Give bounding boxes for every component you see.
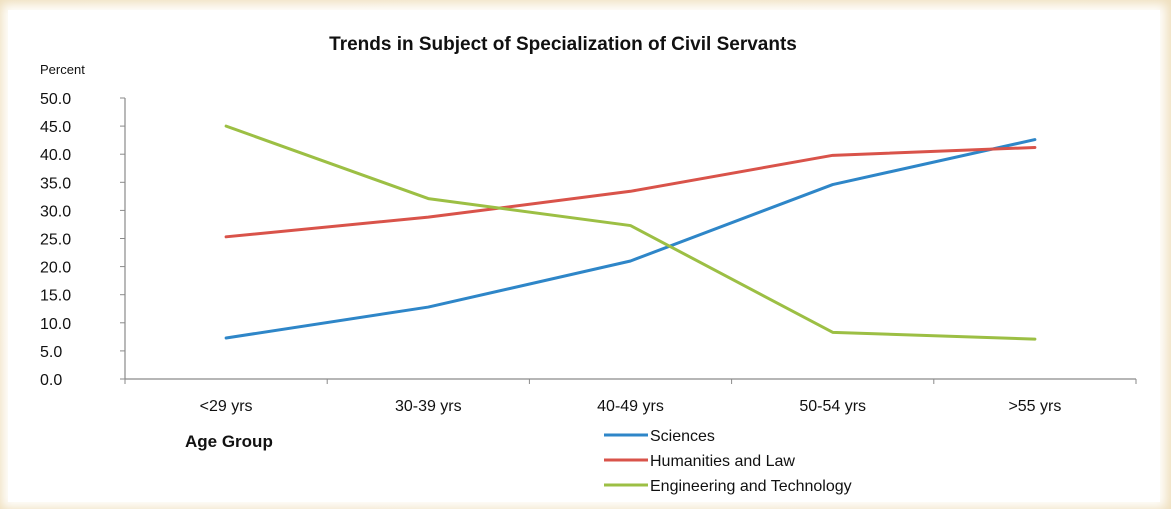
legend: Sciences Humanities and Law Engineering an… xyxy=(604,428,852,495)
y-tick-label: 35.0 xyxy=(40,175,71,192)
chart-title: Trends in Subject of Specialization of C… xyxy=(329,34,797,55)
y-tick-label: 25.0 xyxy=(40,232,71,249)
series-line-1 xyxy=(224,145,1037,239)
y-tick-label: 15.0 xyxy=(40,288,71,305)
y-tick-label: 10.0 xyxy=(40,316,71,333)
series-line-2 xyxy=(224,124,1037,341)
series-line-0 xyxy=(224,138,1037,340)
y-axis-ticks: 50.0 45.0 40.0 35.0 30.0 25.0 20.0 15.0 10.0 5.0 0… xyxy=(40,91,125,389)
x-tick-label: 40-49 yrs xyxy=(597,398,664,415)
y-tick-label: 40.0 xyxy=(40,147,71,164)
chart-panel: Trends in Subject of Specialization of C… xyxy=(8,10,1160,502)
x-tick-label: >55 yrs xyxy=(1008,398,1061,415)
legend-label: Sciences xyxy=(650,428,715,445)
x-axis-ticks: <29 yrs 30-39 yrs 40-49 yrs 50-54 yrs >55 yr… xyxy=(124,379,1137,415)
y-axis-label: Percent xyxy=(40,62,85,77)
x-tick-label: 30-39 yrs xyxy=(395,398,462,415)
y-tick-label: 0.0 xyxy=(40,372,62,389)
y-tick-label: 20.0 xyxy=(40,260,71,277)
x-tick-label: 50-54 yrs xyxy=(799,398,866,415)
x-tick-label: <29 yrs xyxy=(200,398,253,415)
legend-label: Engineering and Technology xyxy=(650,478,852,495)
line-chart: Trends in Subject of Specialization of C… xyxy=(40,34,1137,495)
y-tick-label: 5.0 xyxy=(40,344,62,361)
y-tick-label: 50.0 xyxy=(40,91,71,108)
y-tick-label: 45.0 xyxy=(40,119,71,136)
series-lines xyxy=(224,124,1037,341)
legend-label: Humanities and Law xyxy=(650,453,795,470)
y-tick-label: 30.0 xyxy=(40,203,71,220)
x-axis-label: Age Group xyxy=(185,432,273,451)
